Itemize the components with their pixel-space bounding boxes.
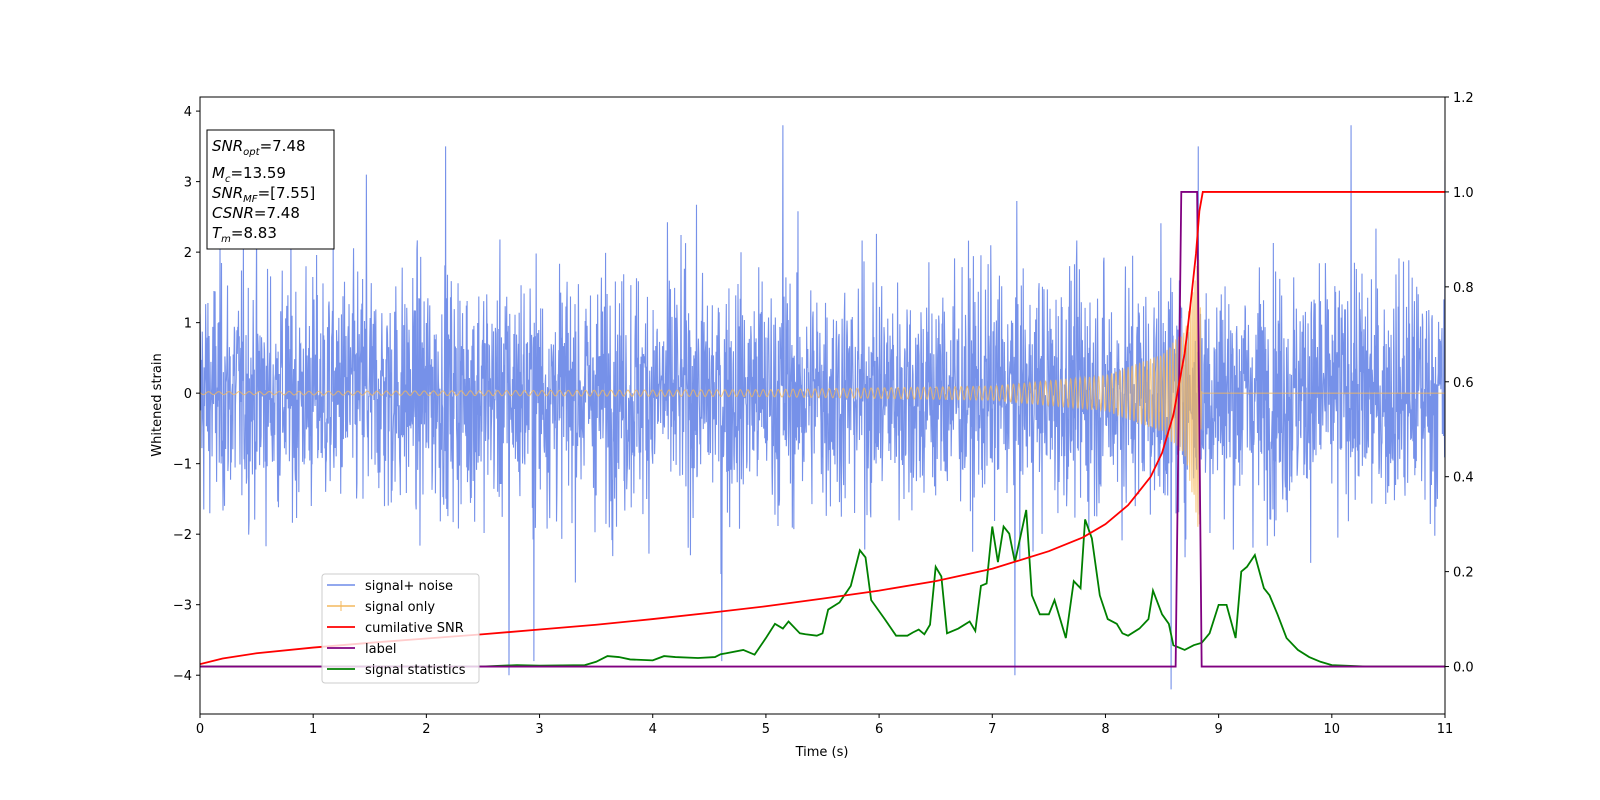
x-tick-label: 6 — [875, 722, 883, 737]
label-line — [200, 191, 1445, 668]
y-tick-label-right: 0.6 — [1453, 376, 1474, 391]
info-mc-value: =13.59 — [230, 164, 286, 182]
legend-item-csnr: cumilative SNR — [327, 621, 464, 636]
y-tick-label-right: 1.2 — [1453, 91, 1474, 106]
y-tick-label-left: 3 — [184, 176, 192, 191]
info-csnr-value: =7.48 — [254, 204, 300, 222]
info-snr-mf-value: =[7.55] — [258, 184, 316, 202]
x-tick-label: 3 — [535, 722, 543, 737]
legend-label-csnr: cumilative SNR — [365, 621, 464, 636]
x-tick-label: 1 — [309, 722, 317, 737]
signal-only-line — [200, 259, 1445, 527]
legend-label-stats: signal statistics — [365, 663, 466, 678]
y-axis-left: −4 −3 −2 −1 0 1 2 3 4 — [173, 105, 200, 684]
x-tick-label: 5 — [762, 722, 770, 737]
legend-frame — [321, 573, 480, 684]
info-snr-opt: SNRopt=7.48 — [212, 137, 306, 158]
legend-label-signal: signal only — [365, 600, 435, 615]
y-tick-label-right: 0.8 — [1453, 281, 1474, 296]
y-tick-label-left: −3 — [173, 599, 192, 614]
y-tick-label-left: −4 — [173, 669, 192, 684]
signal-statistics-series — [200, 509, 1445, 668]
x-tick-label: 9 — [1214, 722, 1222, 737]
y-tick-label-right: 0.0 — [1453, 661, 1474, 676]
y-tick-label-left: 2 — [184, 246, 192, 261]
legend-label-label: label — [365, 642, 396, 657]
y-axis-right: 0.0 0.2 0.4 0.6 0.8 1.0 1.2 — [1445, 91, 1474, 676]
info-snr-opt-value: =7.48 — [260, 137, 306, 155]
y-tick-label-left: −2 — [173, 528, 192, 543]
plot-frame — [199, 96, 1446, 715]
legend-item-label: label — [327, 642, 396, 657]
legend-item-signal: signal only — [327, 600, 435, 615]
y-axis-label: Whitened strain — [150, 353, 165, 456]
signal-noise-line — [200, 125, 1445, 690]
y-tick-label-right: 0.4 — [1453, 471, 1474, 486]
info-mc: Mc=13.59 — [212, 164, 286, 185]
legend-label-noise: signal+ noise — [365, 579, 453, 594]
info-csnr: CSNR=7.48 — [212, 204, 300, 222]
x-tick-label: 2 — [422, 722, 430, 737]
x-tick-label: 4 — [649, 722, 657, 737]
info-box: SNRopt=7.48 Mc=13.59 SNRMF=[7.55] CSNR=7… — [206, 129, 335, 250]
y-tick-label-left: 4 — [184, 105, 192, 120]
x-axis: 0 1 2 3 4 5 6 7 8 9 10 11 — [196, 714, 1453, 737]
x-tick-label: 10 — [1324, 722, 1341, 737]
legend: signal+ noise signal only cumilative SNR… — [321, 573, 480, 684]
signal-noise-series — [200, 125, 1445, 690]
x-axis-label: Time (s) — [795, 745, 849, 760]
x-tick-label: 11 — [1437, 722, 1454, 737]
x-tick-label: 8 — [1101, 722, 1109, 737]
y-tick-label-right: 1.0 — [1453, 186, 1474, 201]
info-box-frame — [206, 129, 335, 250]
legend-item-noise: signal+ noise — [327, 579, 453, 594]
y-tick-label-left: −1 — [173, 458, 192, 473]
signal-only-series — [200, 259, 1445, 527]
signal-statistics-line — [200, 509, 1445, 668]
legend-item-stats: signal statistics — [327, 663, 466, 678]
y-tick-label-right: 0.2 — [1453, 566, 1474, 581]
y-tick-label-left: 1 — [184, 317, 192, 332]
label-series — [200, 191, 1445, 668]
y-tick-label-left: 0 — [184, 387, 192, 402]
x-tick-label: 7 — [988, 722, 996, 737]
info-snr-mf: SNRMF=[7.55] — [212, 184, 315, 205]
info-tm-value: =8.83 — [231, 224, 277, 242]
x-tick-label: 0 — [196, 722, 204, 737]
info-tm: Tm=8.83 — [212, 224, 277, 245]
